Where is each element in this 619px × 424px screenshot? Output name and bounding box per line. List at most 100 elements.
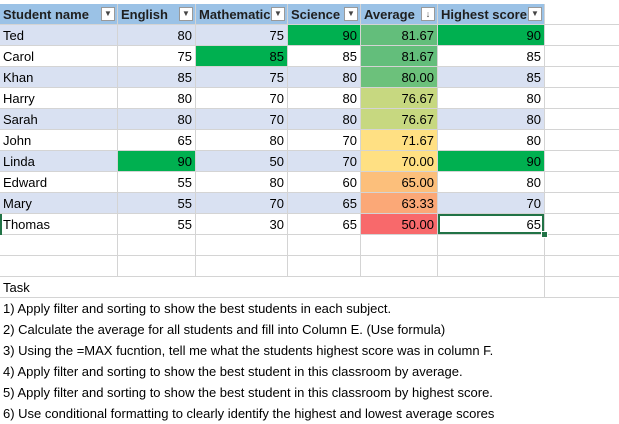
cell-average[interactable]: 50.00 bbox=[361, 214, 438, 235]
cell-science[interactable]: 90 bbox=[288, 25, 361, 46]
empty-cell[interactable] bbox=[545, 130, 619, 151]
cell-mathematics[interactable]: 70 bbox=[196, 88, 288, 109]
empty-cell[interactable] bbox=[0, 256, 118, 277]
cell-science[interactable]: 70 bbox=[288, 130, 361, 151]
empty-cell[interactable] bbox=[545, 67, 619, 88]
cell-student-name[interactable]: Thomas bbox=[0, 214, 118, 235]
cell-mathematics[interactable]: 75 bbox=[196, 25, 288, 46]
cell-english[interactable]: 80 bbox=[118, 109, 196, 130]
cell-student-name[interactable]: Linda bbox=[0, 151, 118, 172]
empty-cell[interactable] bbox=[361, 256, 438, 277]
cell-science[interactable]: 65 bbox=[288, 193, 361, 214]
cell-student-name[interactable]: Sarah bbox=[0, 109, 118, 130]
cell-highest-score[interactable]: 80 bbox=[438, 109, 545, 130]
cell-english[interactable]: 85 bbox=[118, 67, 196, 88]
cell-science[interactable]: 60 bbox=[288, 172, 361, 193]
cell-average[interactable]: 63.33 bbox=[361, 193, 438, 214]
empty-cell[interactable] bbox=[545, 4, 619, 25]
header-mathematics[interactable]: Mathematics ▼ bbox=[196, 4, 288, 25]
empty-cell[interactable] bbox=[288, 235, 361, 256]
header-student-name[interactable]: Student name ▼ bbox=[0, 4, 118, 25]
cell-mathematics[interactable]: 75 bbox=[196, 67, 288, 88]
cell-science[interactable]: 80 bbox=[288, 109, 361, 130]
cell-student-name[interactable]: John bbox=[0, 130, 118, 151]
cell-average[interactable]: 76.67 bbox=[361, 88, 438, 109]
cell-student-name[interactable]: Carol bbox=[0, 46, 118, 67]
empty-cell[interactable] bbox=[545, 46, 619, 67]
cell-student-name[interactable]: Harry bbox=[0, 88, 118, 109]
cell-science[interactable]: 70 bbox=[288, 151, 361, 172]
empty-cell[interactable] bbox=[545, 214, 619, 235]
cell-highest-score[interactable]: 80 bbox=[438, 172, 545, 193]
empty-cell[interactable] bbox=[545, 277, 619, 298]
cell-highest-score[interactable]: 80 bbox=[438, 88, 545, 109]
fill-handle[interactable] bbox=[541, 231, 548, 238]
cell-average[interactable]: 80.00 bbox=[361, 67, 438, 88]
empty-cell[interactable] bbox=[545, 25, 619, 46]
empty-cell[interactable] bbox=[438, 256, 545, 277]
empty-cell[interactable] bbox=[438, 235, 545, 256]
cell-english[interactable]: 90 bbox=[118, 151, 196, 172]
empty-cell[interactable] bbox=[545, 235, 619, 256]
filter-dropdown-icon[interactable]: ▼ bbox=[528, 7, 542, 21]
cell-average[interactable]: 76.67 bbox=[361, 109, 438, 130]
header-science[interactable]: Science ▼ bbox=[288, 4, 361, 25]
filter-dropdown-icon[interactable]: ▼ bbox=[101, 7, 115, 21]
cell-mathematics[interactable]: 70 bbox=[196, 109, 288, 130]
empty-cell[interactable] bbox=[0, 235, 118, 256]
cell-science[interactable]: 80 bbox=[288, 67, 361, 88]
cell-mathematics[interactable]: 50 bbox=[196, 151, 288, 172]
cell-highest-score[interactable]: 90 bbox=[438, 151, 545, 172]
cell-average[interactable]: 81.67 bbox=[361, 46, 438, 67]
header-highest-score[interactable]: Highest score ▼ bbox=[438, 4, 545, 25]
cell-highest-score[interactable]: 85 bbox=[438, 46, 545, 67]
filter-dropdown-icon[interactable]: ▼ bbox=[271, 7, 285, 21]
empty-cell[interactable] bbox=[118, 235, 196, 256]
cell-science[interactable]: 65 bbox=[288, 214, 361, 235]
empty-cell[interactable] bbox=[288, 256, 361, 277]
cell-highest-score[interactable]: 85 bbox=[438, 67, 545, 88]
empty-cell[interactable] bbox=[118, 256, 196, 277]
empty-cell[interactable] bbox=[196, 256, 288, 277]
cell-mathematics[interactable]: 85 bbox=[196, 46, 288, 67]
cell-mathematics[interactable]: 80 bbox=[196, 130, 288, 151]
cell-highest-score[interactable]: 70 bbox=[438, 193, 545, 214]
cell-science[interactable]: 85 bbox=[288, 46, 361, 67]
cell-highest-score[interactable]: 90 bbox=[438, 25, 545, 46]
filter-dropdown-icon[interactable]: ▼ bbox=[179, 7, 193, 21]
cell-english[interactable]: 55 bbox=[118, 193, 196, 214]
cell-english[interactable]: 75 bbox=[118, 46, 196, 67]
filter-dropdown-icon[interactable]: ▼ bbox=[344, 7, 358, 21]
sort-descending-icon[interactable]: ↓ bbox=[421, 7, 435, 21]
cell-english[interactable]: 55 bbox=[118, 172, 196, 193]
cell-english[interactable]: 80 bbox=[118, 88, 196, 109]
empty-cell[interactable] bbox=[545, 88, 619, 109]
cell-average[interactable]: 71.67 bbox=[361, 130, 438, 151]
cell-english[interactable]: 80 bbox=[118, 25, 196, 46]
cell-average[interactable]: 70.00 bbox=[361, 151, 438, 172]
header-average[interactable]: Average ↓ bbox=[361, 4, 438, 25]
empty-cell[interactable] bbox=[545, 172, 619, 193]
cell-english[interactable]: 65 bbox=[118, 130, 196, 151]
cell-student-name[interactable]: Mary bbox=[0, 193, 118, 214]
empty-cell[interactable] bbox=[545, 256, 619, 277]
cell-english[interactable]: 55 bbox=[118, 214, 196, 235]
empty-cell[interactable] bbox=[545, 151, 619, 172]
cell-mathematics[interactable]: 70 bbox=[196, 193, 288, 214]
cell-average[interactable]: 65.00 bbox=[361, 172, 438, 193]
empty-cell[interactable] bbox=[545, 193, 619, 214]
cell-student-name[interactable]: Edward bbox=[0, 172, 118, 193]
cell-mathematics[interactable]: 30 bbox=[196, 214, 288, 235]
cell-highest-score[interactable]: 65 bbox=[438, 214, 545, 235]
empty-cell[interactable] bbox=[361, 235, 438, 256]
empty-cell[interactable] bbox=[196, 235, 288, 256]
cell-student-name[interactable]: Ted bbox=[0, 25, 118, 46]
cell-average[interactable]: 81.67 bbox=[361, 25, 438, 46]
cell-science[interactable]: 80 bbox=[288, 88, 361, 109]
cell-mathematics[interactable]: 80 bbox=[196, 172, 288, 193]
empty-cell[interactable] bbox=[545, 109, 619, 130]
cell-student-name[interactable]: Khan bbox=[0, 67, 118, 88]
cell-highest-score[interactable]: 80 bbox=[438, 130, 545, 151]
header-english[interactable]: English ▼ bbox=[118, 4, 196, 25]
